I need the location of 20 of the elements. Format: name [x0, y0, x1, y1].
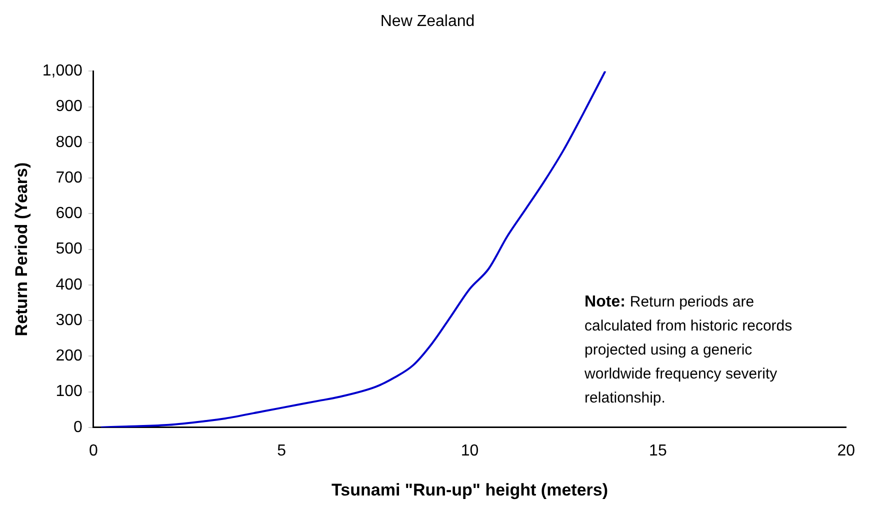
- y-tick-label: 100: [56, 383, 83, 400]
- y-tick-label: 700: [56, 169, 83, 186]
- y-tick-label: 0: [74, 418, 83, 436]
- x-tick-label: 15: [649, 442, 667, 460]
- y-tick-label: 800: [56, 134, 83, 151]
- x-tick-label: 10: [460, 442, 479, 460]
- x-axis-title: Tsunami "Run-up" height (meters): [332, 480, 608, 500]
- y-tick-label: 200: [56, 348, 83, 365]
- y-tick-label: 600: [56, 205, 83, 222]
- x-tick-label: 5: [277, 442, 286, 460]
- y-tick-label: 1,000: [42, 62, 83, 80]
- y-tick-label: 300: [56, 312, 83, 329]
- y-tick-label: 900: [56, 98, 83, 116]
- x-tick-label: 0: [88, 442, 98, 460]
- y-axis-title: Return Period (Years): [12, 162, 31, 336]
- x-tick-label: 20: [837, 442, 856, 460]
- y-tick-label: 500: [56, 240, 83, 258]
- text: Note: Return periods are calculated from historic records projected using a generic worldwide frequency severity relationship.: [584, 293, 792, 406]
- y-tick-label: 400: [56, 276, 83, 294]
- chart-title: New Zealand: [380, 13, 475, 30]
